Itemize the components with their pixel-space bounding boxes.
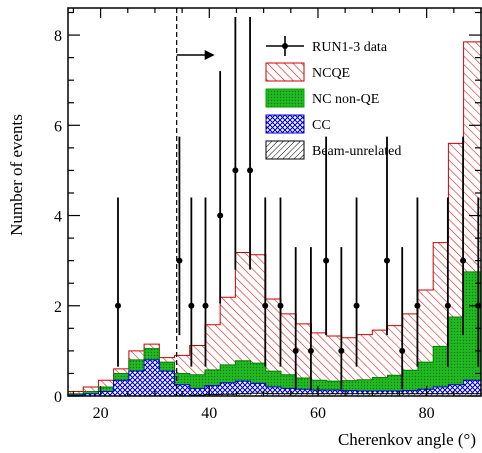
data-point bbox=[399, 347, 406, 354]
legend-swatch-beam-unrelated bbox=[265, 140, 305, 160]
x-tick-label: 20 bbox=[93, 405, 109, 422]
stack-outline-cc bbox=[68, 359, 481, 396]
legend-label: NC non-QE bbox=[312, 92, 379, 107]
cut-arrow-head bbox=[204, 50, 215, 60]
y-tick-label: 2 bbox=[54, 299, 62, 316]
y-tick-label: 6 bbox=[54, 118, 62, 135]
data-point bbox=[202, 302, 209, 309]
x-tick-label: 40 bbox=[201, 405, 217, 422]
stack-outline-nc-non-qe bbox=[68, 271, 481, 396]
data-point bbox=[460, 257, 467, 264]
data-point bbox=[323, 257, 330, 264]
legend-label: NCQE bbox=[312, 66, 350, 81]
y-tick-label: 4 bbox=[54, 209, 62, 226]
stack-area-cc bbox=[68, 359, 481, 396]
x-tick-label: 80 bbox=[419, 405, 435, 422]
stack-outline-beam-unrelated bbox=[68, 392, 481, 396]
data-point bbox=[217, 212, 224, 219]
x-tick-label: 60 bbox=[310, 405, 326, 422]
data-point bbox=[176, 257, 183, 264]
legend-data-marker bbox=[282, 43, 288, 49]
data-point bbox=[232, 167, 239, 174]
stack-outline-ncqe bbox=[68, 41, 481, 396]
data-point bbox=[414, 302, 421, 309]
legend-label: RUN1-3 data bbox=[312, 40, 388, 55]
data-point bbox=[292, 347, 299, 354]
stack-area-nc-non-qe bbox=[68, 271, 481, 396]
data-point bbox=[114, 302, 121, 309]
data-points bbox=[114, 17, 481, 390]
legend-label: Beam-unrelated bbox=[312, 144, 401, 159]
y-tick-label: 8 bbox=[54, 28, 62, 45]
data-point bbox=[383, 257, 390, 264]
data-point bbox=[444, 302, 451, 309]
data-point bbox=[262, 302, 269, 309]
legend-swatch-cc bbox=[265, 114, 305, 134]
data-point bbox=[188, 302, 195, 309]
y-axis-title: Number of events bbox=[7, 114, 26, 236]
data-point bbox=[247, 167, 254, 174]
y-tick-label: 0 bbox=[54, 389, 62, 406]
data-point bbox=[353, 302, 360, 309]
data-point bbox=[307, 347, 314, 354]
legend: RUN1-3 data NCQE NC non-QE CC Beam-unrelated bbox=[265, 36, 401, 160]
plot-frame bbox=[67, 7, 482, 397]
legend-label: CC bbox=[312, 118, 331, 133]
data-point bbox=[277, 302, 284, 309]
legend-swatch-nc-non-qe bbox=[265, 88, 305, 108]
axes: 20 40 60 80 0 2 4 6 8 bbox=[54, 7, 482, 422]
x-axis-title: Cherenkov angle (°) bbox=[338, 430, 476, 449]
data-point bbox=[338, 347, 345, 354]
legend-swatch-ncqe bbox=[265, 62, 305, 82]
cut-indicator bbox=[176, 8, 215, 396]
